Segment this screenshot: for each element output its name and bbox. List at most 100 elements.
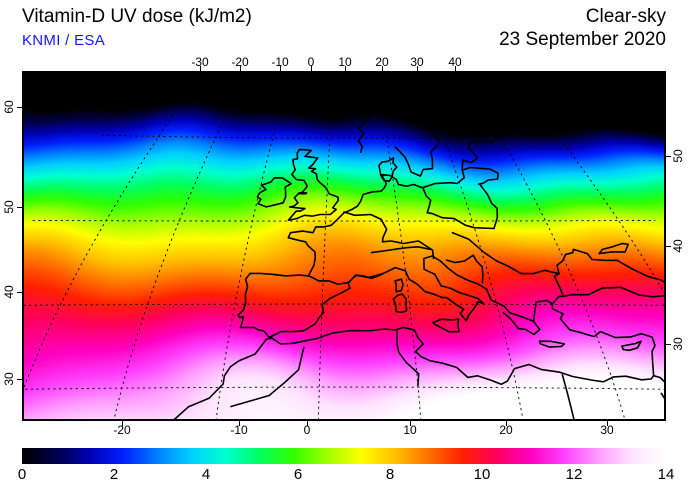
lat-tickmark-left-50 (17, 206, 22, 208)
colorbar-tick-12: 12 (565, 466, 583, 483)
lon-tickmark-top-30 (416, 66, 418, 71)
coast-great-britain (287, 148, 340, 221)
lat-tickmark-left-40 (17, 291, 22, 293)
lat-tick-left-40: 40 (2, 285, 17, 299)
coast-corsica-sardinia (394, 278, 404, 293)
lon-tickmark-bottom-m10 (238, 421, 240, 426)
colorbar-tick-6: 6 (293, 466, 303, 483)
colorbar-tick-10: 10 (473, 466, 491, 483)
meridian-30 (462, 73, 626, 419)
lat-tick-right-50: 50 (670, 149, 685, 163)
lon-tick-top-20: 20 (375, 55, 389, 69)
coast-iberia-biscay-france (237, 271, 386, 339)
lon-tickmark-bottom-20 (505, 421, 507, 426)
lat-tickmark-left-30 (17, 378, 22, 380)
coast-sweden-east-coast (394, 90, 442, 177)
coast-denmark-jutland (378, 157, 398, 182)
graticule-lines (24, 73, 664, 419)
lon-tickmark-bottom-0 (306, 421, 308, 426)
lon-tick-top-m30: -30 (191, 55, 209, 69)
coast-baltic-states-inner (461, 166, 499, 185)
coast-algeria-tunisia-border (396, 329, 420, 387)
lon-tick-bottom-20: 20 (499, 423, 513, 437)
colorbar-tick-14: 14 (657, 466, 675, 483)
coast-balkan-inner-borders (445, 254, 484, 284)
lon-tickmark-top-20 (381, 66, 383, 71)
coast-scandinavia-norway-sweden (357, 73, 502, 153)
lon-tickmark-top-0 (310, 66, 312, 71)
date-label: 23 September 2020 (499, 29, 666, 50)
meridian--10 (215, 73, 291, 419)
colorbar-gradient (22, 448, 666, 464)
lon-tickmark-top-10 (344, 66, 346, 71)
coast-sardinia (392, 293, 408, 314)
coast-country-borders-danube (451, 231, 560, 275)
lat-tick-left-50: 50 (2, 200, 17, 214)
coast-country-borders-central (343, 211, 435, 260)
lon-tickmark-top-40 (454, 66, 456, 71)
meridian-20 (419, 73, 524, 419)
lon-tick-bottom-m10: -10 (230, 423, 248, 437)
lon-tickmark-top-m10 (279, 66, 281, 71)
coast-black-sea (553, 248, 664, 298)
lat-tickmark-right-40 (666, 245, 671, 247)
lat-tick-right-30: 30 (670, 337, 685, 351)
colorbar (22, 448, 666, 464)
coast-cyprus (621, 340, 642, 352)
coast-country-borders-east (426, 184, 499, 230)
colorbar-tick-0: 0 (17, 466, 27, 483)
lat-tickmark-right-50 (666, 155, 671, 157)
lon-tickmark-bottom-m20 (121, 421, 123, 426)
lat-tick-left-60: 60 (2, 100, 17, 114)
lon-tick-bottom-10: 10 (403, 423, 417, 437)
coast-sicily (432, 318, 460, 333)
lat-tick-left-30: 30 (2, 372, 17, 386)
coast-poland-czech-border (422, 187, 432, 214)
coastline-and-graticule-overlay (24, 73, 664, 419)
map-plot-area (22, 71, 666, 421)
coast-crete (538, 340, 566, 348)
lon-tick-top-0: 0 (307, 55, 315, 69)
meridian--20 (113, 73, 248, 419)
page-title: Vitamin-D UV dose (kJ/m2) (22, 6, 252, 27)
uv-dose-heatmap (24, 73, 664, 419)
lon-tickmark-bottom-10 (409, 421, 411, 426)
parallel-40 (24, 303, 664, 306)
lat-tickmark-left-60 (17, 106, 22, 108)
lon-tick-top-m10: -10 (271, 55, 289, 69)
coast-france-channel-lowlands (287, 140, 493, 277)
lon-tick-bottom-m20: -20 (113, 423, 131, 437)
colorbar-tick-8: 8 (385, 466, 395, 483)
coast-north-africa-borders (230, 346, 305, 408)
lon-tickmark-top-m20 (239, 66, 241, 71)
coast-lake-ladoga-onega (497, 125, 512, 137)
coast-red-sea-hint (660, 392, 664, 399)
colorbar-tick-4: 4 (201, 466, 211, 483)
lon-tickmark-top-m30 (199, 66, 201, 71)
coast-turkey-inner-border (551, 295, 565, 305)
coast-iceland (215, 84, 263, 109)
coast-israel-jordan-hint (652, 374, 664, 383)
lon-tick-bottom-0: 0 (303, 423, 311, 437)
meridian-0 (317, 73, 334, 419)
parallel-60 (101, 134, 587, 139)
lon-tick-top-40: 40 (448, 55, 462, 69)
parallel-50 (32, 219, 656, 222)
coast-azov (598, 242, 629, 255)
parallel-30 (24, 386, 664, 390)
lon-tickmark-bottom-30 (606, 421, 608, 426)
sky-condition-label: Clear-sky (585, 6, 666, 27)
coast-ireland (256, 177, 292, 208)
meridian-40 (507, 73, 664, 294)
lon-tick-top-10: 10 (338, 55, 352, 69)
meridian-10 (375, 73, 422, 419)
colorbar-tick-2: 2 (109, 466, 119, 483)
lat-tick-right-40: 40 (670, 239, 685, 253)
institution-label: KNMI / ESA (22, 32, 106, 49)
coast-alps-rivers-hint (370, 246, 431, 254)
coast-balkans-aegean-turkey (173, 299, 656, 419)
meridian--30 (24, 73, 204, 389)
coastline-paths (173, 73, 664, 419)
lon-tick-bottom-30: 30 (600, 423, 614, 437)
